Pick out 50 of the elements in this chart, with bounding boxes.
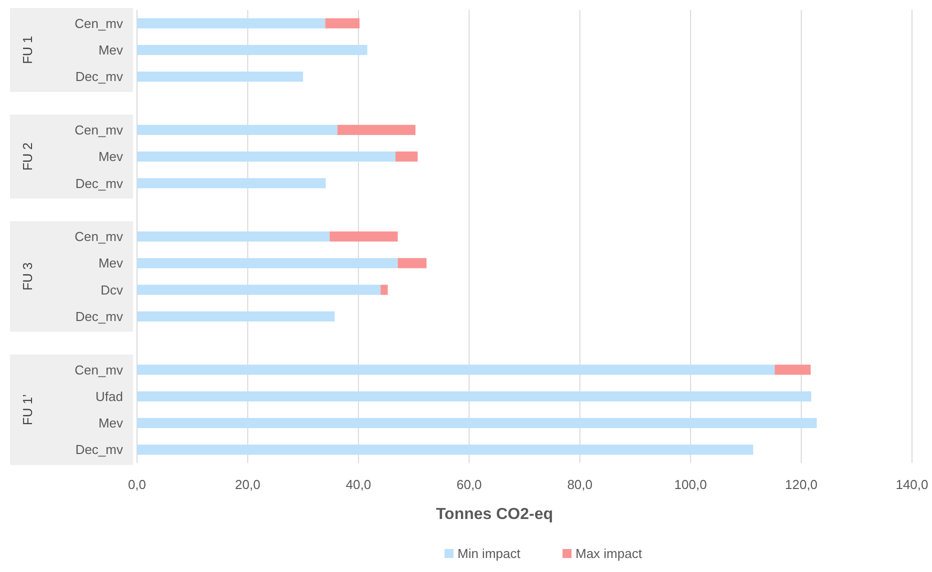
bar <box>137 364 775 375</box>
y-tick-label: Ufad <box>96 388 123 404</box>
y-tick-label: Dec_mv <box>75 308 124 324</box>
y-tick-label: Mev <box>98 149 124 164</box>
y-tick-label: Dec_mv <box>75 69 124 84</box>
bar <box>137 284 381 295</box>
bar <box>137 178 326 188</box>
x-axis-title: Tonnes CO2-eq <box>436 506 554 523</box>
y-tick-label: Dec_mv <box>75 442 124 458</box>
legend-label: Min impact <box>458 546 521 561</box>
bar <box>137 44 368 56</box>
x-tick-label: 100,0 <box>674 477 707 492</box>
text: FU 3 <box>20 262 35 291</box>
bar <box>137 151 396 162</box>
x-tick-label: 60,0 <box>456 477 482 492</box>
bar <box>398 258 427 268</box>
bar <box>137 391 812 402</box>
x-tick-label: 80,0 <box>567 477 593 492</box>
bar <box>137 72 304 82</box>
bar <box>137 124 338 135</box>
y-tick-label: Cen_mv <box>74 16 124 31</box>
text: FU 2 <box>20 142 35 171</box>
x-tick-label: 0,0 <box>128 477 146 492</box>
y-tick-label: Dec_mv <box>75 176 124 191</box>
y-tick-label: Mev <box>98 256 124 271</box>
bar <box>137 258 398 268</box>
bar <box>330 231 398 242</box>
y-tick-label: Cen_mv <box>74 122 124 138</box>
bar <box>774 364 811 375</box>
x-tick-label: 140,0 <box>896 477 928 492</box>
y-tick-label: Dcv <box>100 282 124 298</box>
bar <box>325 18 360 28</box>
y-tick-label: Cen_mv <box>74 362 124 378</box>
y-tick-label: Cen_mv <box>74 229 124 244</box>
bar <box>137 18 326 28</box>
x-tick-label: 120,0 <box>785 477 818 492</box>
bar <box>137 231 330 242</box>
bar <box>396 151 418 162</box>
bar <box>137 444 754 455</box>
text: FU 1 <box>20 36 35 64</box>
text: FU 1’ <box>20 394 35 426</box>
y-tick-label: Mev <box>98 416 124 431</box>
x-tick-label: 20,0 <box>235 477 260 492</box>
bar <box>380 284 388 295</box>
y-tick-label: Mev <box>98 42 124 58</box>
legend-label: Max impact <box>576 546 642 561</box>
bar <box>337 124 416 135</box>
x-tick-label: 40,0 <box>346 477 372 492</box>
bar <box>137 418 817 428</box>
bar <box>137 311 335 322</box>
